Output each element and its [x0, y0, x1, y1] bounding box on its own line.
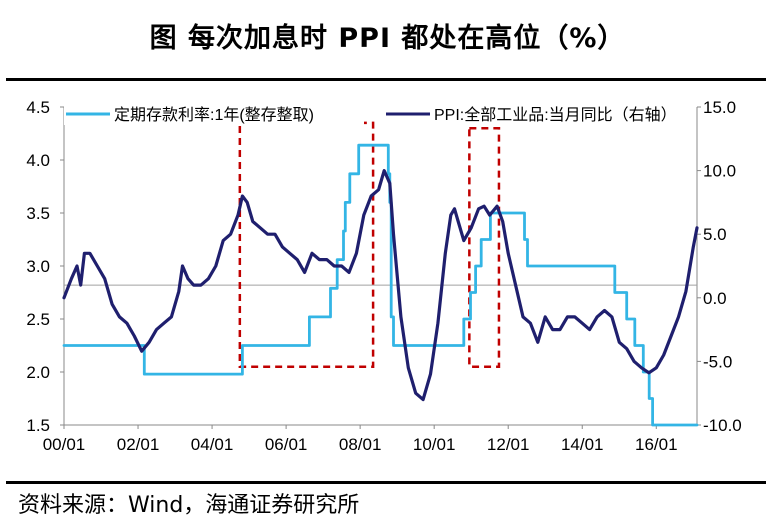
right-tick-label: -10.0	[703, 416, 742, 435]
highlight-box	[238, 121, 375, 368]
x-tick-label: 08/01	[339, 435, 382, 454]
x-tick-label: 04/01	[191, 435, 234, 454]
right-tick-label: 10.0	[703, 162, 736, 181]
x-tick-label: 00/01	[43, 435, 86, 454]
title-rule	[6, 78, 766, 81]
right-tick-label: -5.0	[703, 352, 732, 371]
deposit-rate-series-line	[62, 143, 699, 427]
source-rule	[6, 481, 766, 484]
x-tick-label: 12/01	[487, 435, 530, 454]
left-tick-label: 3.5	[26, 204, 50, 223]
ppi-deposit-rate-chart: 1.5 2.0 2.5 3.0 3.5 4.0 4.5 -10.0 -5.0 0.0 5.0 10.0…	[26, 98, 741, 454]
chart-legend: 定期存款利率:1年(整存整取) PPI:全部工业品:当月同比（右轴）	[64, 103, 696, 125]
left-tick-label: 4.5	[26, 98, 50, 117]
left-tick-label: 2.5	[26, 310, 50, 329]
left-tick-label: 3.0	[26, 257, 50, 276]
x-tick-label: 14/01	[561, 435, 604, 454]
left-tick-label: 1.5	[26, 416, 50, 435]
chart-title: 图 每次加息时 PPI 都处在高位（%）	[149, 23, 626, 54]
legend-label: PPI:全部工业品:当月同比（右轴）	[434, 106, 677, 124]
x-tick-label: 16/01	[635, 435, 678, 454]
legend-background	[64, 103, 364, 125]
right-tick-label: 5.0	[703, 225, 727, 244]
x-tick-label: 02/01	[117, 435, 160, 454]
series-lines	[62, 143, 699, 427]
legend-label: 定期存款利率:1年(整存整取)	[114, 106, 314, 124]
x-tick-label: 10/01	[413, 435, 456, 454]
highlight-boxes	[238, 121, 501, 368]
chart-axes: 1.5 2.0 2.5 3.0 3.5 4.0 4.5 -10.0 -5.0 0.0 5.0 10.0…	[26, 98, 741, 454]
source-note: 资料来源：Wind，海通证券研究所	[18, 493, 360, 518]
right-tick-label: 15.0	[703, 98, 736, 117]
right-tick-label: 0.0	[703, 289, 727, 308]
left-tick-label: 2.0	[26, 363, 50, 382]
highlight-box	[468, 126, 501, 368]
left-tick-label: 4.0	[26, 151, 50, 170]
x-tick-label: 06/01	[265, 435, 308, 454]
ppi-series-line	[62, 169, 699, 402]
legend-background	[384, 103, 696, 125]
